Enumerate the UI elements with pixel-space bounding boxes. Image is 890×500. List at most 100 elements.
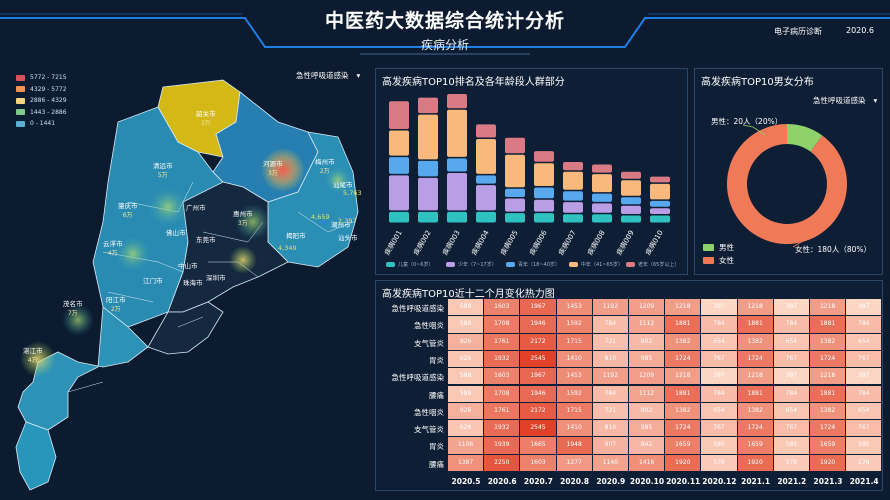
heatmap-cell[interactable]: 1218 [810, 299, 846, 316]
heatmap-cell[interactable]: 1382 [810, 333, 846, 350]
heatmap-cell[interactable]: 802 [629, 402, 665, 420]
map-city-plain-label[interactable]: 东莞市 [196, 236, 216, 244]
bar-segment[interactable] [592, 164, 612, 173]
map-city-label[interactable]: 梅州市 2万 [315, 158, 335, 176]
heatmap-cell[interactable]: 767 [701, 420, 737, 437]
heatmap-cell[interactable]: 588 [448, 385, 484, 402]
heatmap-cell[interactable]: 1140 [592, 454, 628, 471]
heatmap-cell[interactable]: 1603 [484, 299, 520, 316]
donut-slice[interactable] [787, 124, 823, 152]
bar-segment[interactable] [447, 211, 467, 223]
heatmap-cell[interactable]: 1453 [556, 299, 592, 316]
bar-segment[interactable] [476, 138, 496, 174]
heatmap-cell[interactable]: 1881 [810, 385, 846, 402]
bar-segment[interactable] [563, 214, 583, 223]
heatmap-cell[interactable]: 1946 [520, 385, 556, 402]
map-legend-item[interactable]: 4329 - 5772 [16, 84, 67, 96]
heatmap-cell[interactable]: 1761 [484, 333, 520, 350]
heatmap-cell[interactable]: 2545 [520, 350, 556, 368]
heatmap-cell[interactable]: 397 [701, 368, 737, 385]
donut-slice[interactable] [727, 124, 847, 244]
heatmap-cell[interactable]: 1603 [520, 454, 556, 471]
map-city-label[interactable]: 惠州市 3万 [233, 210, 253, 228]
heatmap-cell[interactable]: 1881 [810, 316, 846, 333]
heatmap-cell[interactable]: 654 [701, 402, 737, 420]
heatmap-cell[interactable]: 1106 [448, 437, 484, 454]
map-city-plain-label[interactable]: 深圳市 [206, 274, 226, 282]
heatmap-cell[interactable]: 985 [629, 420, 665, 437]
bar-segment[interactable] [534, 163, 554, 187]
heatmap-cell[interactable]: 1277 [556, 454, 592, 471]
bar-segment[interactable] [447, 158, 467, 172]
heatmap-cell[interactable]: 1881 [665, 385, 701, 402]
heatmap-cell[interactable]: 588 [448, 368, 484, 385]
bar-segment[interactable] [505, 137, 525, 154]
bar-segment[interactable] [389, 130, 409, 156]
map-city-label[interactable]: 清远市 5万 [153, 162, 173, 180]
heatmap-cell[interactable]: 1218 [737, 299, 773, 316]
heatmap-cell[interactable]: 767 [846, 350, 882, 368]
bar-segment[interactable] [418, 160, 438, 177]
heatmap-cell[interactable]: 1218 [810, 368, 846, 385]
heatmap-cell[interactable]: 1724 [665, 420, 701, 437]
heatmap-cell[interactable]: 2545 [520, 420, 556, 437]
heatmap-cell[interactable]: 721 [592, 333, 628, 350]
bar-segment[interactable] [650, 183, 670, 200]
heatmap-cell[interactable]: 1416 [629, 454, 665, 471]
heatmap-cell[interactable]: 2172 [520, 333, 556, 350]
heatmap-cell[interactable]: 1946 [520, 316, 556, 333]
bar-segment[interactable] [563, 191, 583, 201]
bar-segment[interactable] [592, 203, 612, 213]
heatmap-cell[interactable]: 654 [846, 333, 882, 350]
heatmap-cell[interactable]: 578 [846, 454, 882, 471]
heatmap-cell[interactable]: 1382 [737, 333, 773, 350]
heatmap-cell[interactable]: 1715 [556, 402, 592, 420]
bar-segment[interactable] [563, 202, 583, 213]
heatmap-cell[interactable]: 1724 [810, 420, 846, 437]
heatmap-cell[interactable]: 585 [846, 437, 882, 454]
heatmap-cell[interactable]: 578 [773, 454, 809, 471]
heatmap-cell[interactable]: 1209 [629, 299, 665, 316]
heatmap-cell[interactable]: 1939 [484, 437, 520, 454]
heatmap-cell[interactable]: 626 [448, 350, 484, 368]
map-city-plain-label[interactable]: 潮州市 [331, 221, 351, 229]
bar-segment[interactable] [418, 97, 438, 114]
map-city-label[interactable]: 韶关市 3万 [196, 110, 216, 128]
bar-segment[interactable] [505, 198, 525, 212]
heatmap-cell[interactable]: 1382 [665, 402, 701, 420]
map-city-plain-label[interactable]: 中山市 [178, 262, 198, 270]
bar-segment[interactable] [418, 177, 438, 211]
bar-segment[interactable] [389, 157, 409, 174]
heatmap-cell[interactable]: 767 [846, 420, 882, 437]
heatmap-cell[interactable]: 1920 [665, 454, 701, 471]
heatmap-cell[interactable]: 585 [701, 437, 737, 454]
heatmap-cell[interactable]: 654 [701, 333, 737, 350]
bar-segment[interactable] [621, 215, 641, 223]
bar-segment[interactable] [505, 188, 525, 197]
heatmap-cell[interactable]: 767 [773, 350, 809, 368]
bar-segment[interactable] [534, 151, 554, 162]
bar-segment[interactable] [650, 215, 670, 223]
heatmap-cell[interactable]: 1112 [629, 316, 665, 333]
heatmap-cell[interactable]: 1382 [810, 402, 846, 420]
heatmap-cell[interactable]: 1112 [629, 385, 665, 402]
heatmap-cell[interactable]: 1218 [665, 368, 701, 385]
module-selector[interactable]: 电子病历诊断 [774, 27, 822, 36]
heatmap-cell[interactable]: 721 [592, 402, 628, 420]
bar-segment[interactable] [476, 185, 496, 211]
bar-segment[interactable] [505, 213, 525, 223]
heatmap-cell[interactable]: 397 [846, 368, 882, 385]
heatmap-cell[interactable]: 397 [773, 368, 809, 385]
bar-segment[interactable] [592, 193, 612, 202]
map-city-label[interactable]: 肇庆市 6万 [118, 202, 138, 220]
map-city-label[interactable]: 云浮市 4万 [103, 240, 123, 258]
map-city-plain-label[interactable]: 佛山市 [166, 229, 186, 237]
heatmap-cell[interactable]: 810 [592, 350, 628, 368]
heatmap-cell[interactable]: 1592 [556, 385, 592, 402]
map-city-plain-label[interactable]: 广州市 [186, 204, 206, 212]
heatmap-cell[interactable]: 1724 [737, 350, 773, 368]
heatmap-cell[interactable]: 784 [846, 316, 882, 333]
heatmap-cell[interactable]: 1724 [810, 350, 846, 368]
bar-segment[interactable] [534, 187, 554, 199]
map-city-plain-label[interactable]: 汕尾市 [333, 181, 353, 189]
